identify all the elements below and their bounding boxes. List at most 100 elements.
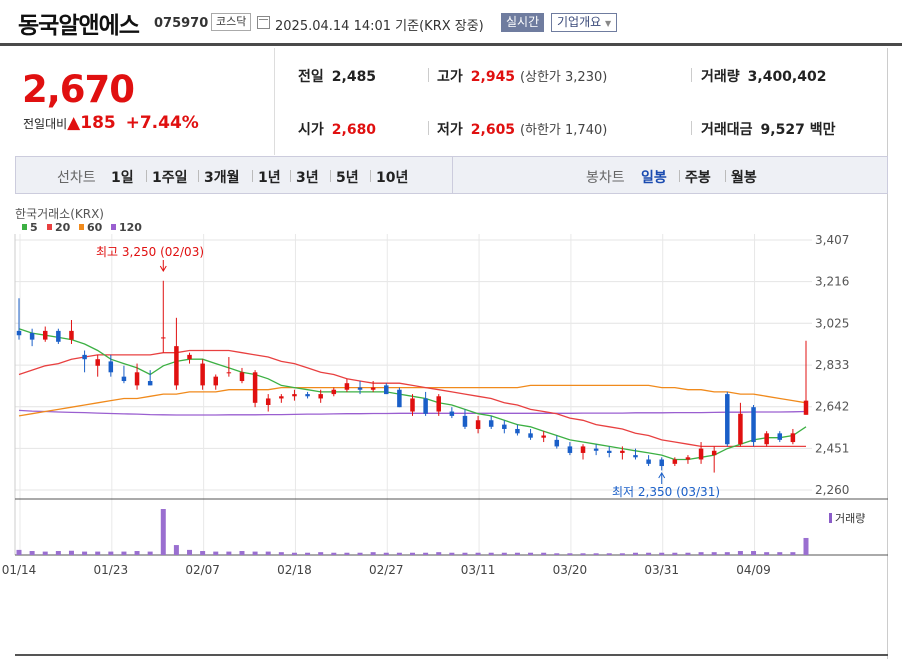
- tab-line-2[interactable]: 3개월: [204, 170, 240, 186]
- tab-line-6[interactable]: 10년: [376, 170, 409, 186]
- volume-bar: [305, 552, 311, 555]
- candle-body: [305, 394, 310, 397]
- candle-body: [318, 394, 323, 399]
- current-price-box: 2,670 전일대비▲185 +7.44%: [15, 48, 275, 155]
- tab-separator: [290, 170, 291, 182]
- legend-label-120: 120: [119, 221, 142, 234]
- candle-body: [410, 398, 415, 412]
- candle-body: [108, 361, 114, 373]
- volume: 거래량 3,400,402: [701, 66, 826, 86]
- tab-line-3[interactable]: 1년: [258, 170, 281, 186]
- volume-bar: [108, 551, 114, 555]
- candle-body: [279, 396, 284, 399]
- volume-bar: [82, 551, 88, 555]
- candle-body: [698, 448, 704, 460]
- tab-candle-0[interactable]: 일봉: [641, 170, 667, 186]
- line-ma20: [18, 349, 806, 448]
- volume-bar: [501, 552, 507, 555]
- price-change: 전일대비▲185 +7.44%: [23, 113, 199, 133]
- candle-body: [580, 446, 586, 453]
- volume-bar: [291, 552, 297, 555]
- candle-body: [16, 330, 22, 336]
- candle-body: [593, 448, 599, 451]
- volume-bar: [95, 551, 101, 555]
- dropdown-arrow-icon: ▼: [605, 19, 612, 28]
- high-label: 고가: [437, 69, 463, 85]
- line-chart-label: 선차트: [57, 170, 96, 186]
- volume-bar: [187, 549, 193, 555]
- datetime-basis: 기준(KRX 장중): [395, 19, 484, 34]
- candle-body: [200, 363, 205, 386]
- y-axis-ticks: 3,407 3,216 3,025 2,833 2,642 2,451 2,260: [815, 233, 849, 497]
- chart-grid: [14, 234, 888, 656]
- divider: [428, 68, 429, 82]
- high-price: 고가 2,945 (상한가 3,230): [437, 66, 607, 86]
- tab-candle-1[interactable]: 주봉: [685, 170, 711, 186]
- volume-bar: [436, 552, 442, 555]
- tab-line-1[interactable]: 1주일: [152, 170, 188, 186]
- low-arrow-head-icon: [658, 472, 666, 479]
- candle-body: [95, 359, 100, 366]
- volume-legend-swatch: [829, 513, 832, 523]
- volume-bar: [514, 552, 520, 555]
- volume-bar: [619, 553, 625, 555]
- y-tick-label: 2,260: [815, 483, 849, 497]
- x-tick-label: 02/27: [369, 563, 404, 577]
- tab-candle-2[interactable]: 월봉: [731, 170, 757, 186]
- ma-legend: 5 20 60 120: [22, 221, 142, 234]
- open-price: 시가 2,680: [298, 119, 376, 139]
- realtime-badge[interactable]: 실시간: [501, 13, 545, 32]
- candle-body: [147, 381, 153, 386]
- volume-bar: [672, 552, 678, 555]
- divider: [691, 121, 692, 135]
- tab-divider: [452, 157, 453, 193]
- change-percent: +7.44%: [125, 113, 199, 133]
- candle-body: [672, 459, 678, 464]
- legend-swatch-60: [79, 224, 84, 230]
- volume-bar: [711, 552, 717, 555]
- volume-bar: [475, 552, 481, 555]
- volume-bar: [213, 551, 219, 555]
- candle-body: [436, 396, 441, 412]
- candle-body: [528, 433, 533, 438]
- candle-body: [226, 372, 232, 374]
- volume-bar: [751, 551, 757, 555]
- prev-close-value: 2,485: [331, 69, 377, 85]
- candle-body: [790, 433, 796, 443]
- divider: [691, 68, 692, 82]
- x-tick-label: 03/31: [644, 563, 679, 577]
- volume-bar: [410, 552, 415, 555]
- company-overview-label: 기업개요: [557, 15, 602, 29]
- tab-line-4[interactable]: 3년: [296, 170, 319, 186]
- volume-bar: [200, 551, 206, 555]
- tab-line-0[interactable]: 1일: [111, 170, 134, 186]
- candle-body: [607, 450, 612, 453]
- amount-value: 9,527 백만: [760, 122, 836, 138]
- x-tick-label: 04/09: [736, 563, 771, 577]
- company-overview-button[interactable]: 기업개요 ▼: [551, 13, 618, 32]
- candle-body: [187, 354, 192, 360]
- x-tick-label: 01/14: [2, 563, 37, 577]
- volume-bar: [147, 551, 153, 555]
- volume-bar: [134, 551, 140, 555]
- candle-body: [659, 459, 664, 467]
- volume-bar: [318, 552, 324, 555]
- volume-bar: [423, 552, 429, 555]
- stock-name: 동국알앤에스: [18, 13, 140, 39]
- candle-body: [633, 455, 638, 458]
- volume-bar: [55, 551, 61, 555]
- tab-separator: [198, 170, 199, 182]
- volume-bar: [383, 552, 389, 555]
- line-ma60: [18, 384, 807, 417]
- volume-bar: [344, 552, 350, 555]
- prev-close: 전일 2,485: [298, 66, 376, 86]
- stock-code: 075970: [154, 16, 209, 31]
- candle-body: [161, 337, 166, 339]
- candle-body: [239, 372, 245, 382]
- tab-line-5[interactable]: 5년: [336, 170, 359, 186]
- volume-bar: [659, 552, 665, 555]
- x-axis-ticks: 01/14 01/23 02/07 02/18 02/27 03/11 03/20 03/31…: [2, 563, 771, 577]
- candle-body: [42, 330, 48, 340]
- right-border: [887, 48, 888, 659]
- candle-body: [685, 457, 691, 460]
